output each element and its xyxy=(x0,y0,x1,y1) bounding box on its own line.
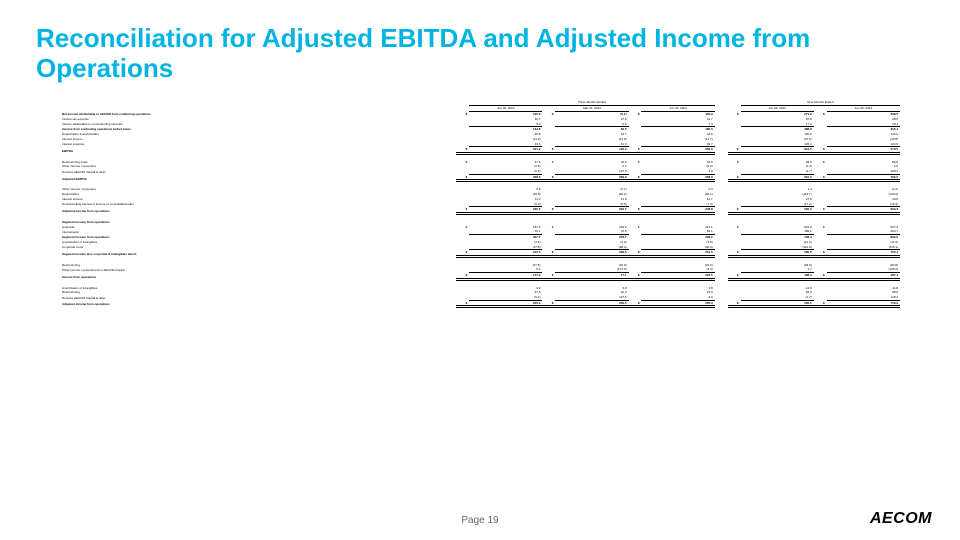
slide-title: Reconciliation for Adjusted EBITDA and A… xyxy=(36,24,924,84)
reconciliation-table: Three Months EndedNine Months EndedJun 3… xyxy=(60,100,900,490)
page-number: Page 19 xyxy=(0,515,960,526)
aecom-logo: AECOM xyxy=(870,510,932,528)
